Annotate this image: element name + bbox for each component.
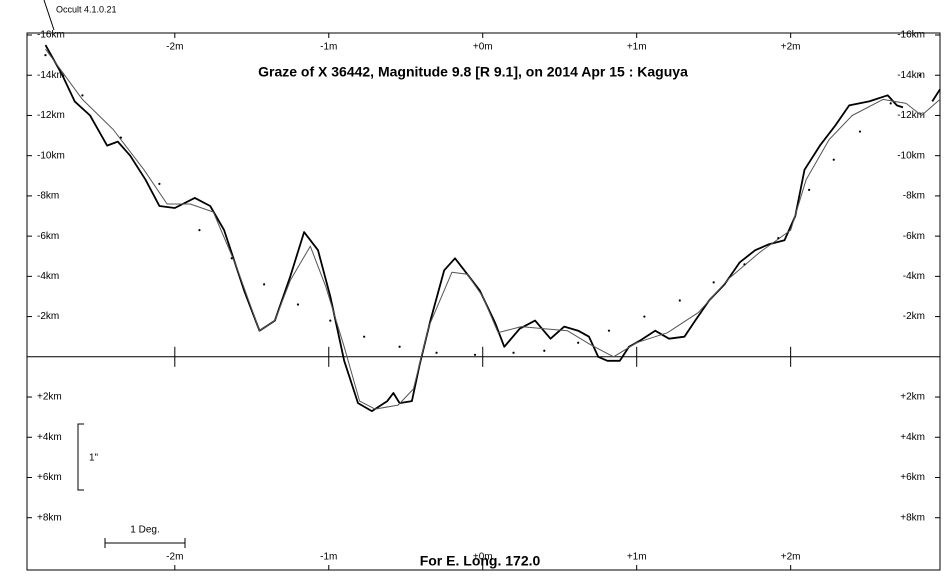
- y-tick-label: -14km: [37, 70, 65, 81]
- x-tick-label: +1m: [627, 42, 647, 53]
- limb-dot: [512, 351, 515, 354]
- y-tick-label: -12km: [37, 110, 65, 121]
- x-tick-label: +2m: [781, 42, 801, 53]
- y-tick-label: -12km: [897, 110, 925, 121]
- chart-title: Graze of X 36442, Magnitude 9.8 [R 9.1],…: [258, 64, 688, 80]
- limb-dot: [198, 229, 201, 232]
- limb-dot: [230, 257, 233, 260]
- y-tick-label: -6km: [903, 231, 925, 242]
- limb-dot: [712, 281, 715, 284]
- x-tick-label: +2m: [781, 552, 801, 563]
- limb-dot: [889, 102, 892, 105]
- version-pointer: [43, 0, 55, 31]
- limb-dot: [363, 335, 366, 338]
- horizontal-scale-label: 1 Deg.: [130, 525, 159, 536]
- y-tick-label: -16km: [897, 30, 925, 41]
- limb-dot: [263, 283, 266, 286]
- y-tick-label: -4km: [903, 271, 925, 282]
- x-tick-label: +1m: [627, 552, 647, 563]
- y-tick-label: +6km: [900, 472, 925, 483]
- version-label: Occult 4.1.0.21: [56, 4, 117, 14]
- vertical-scale-bar: [77, 423, 84, 491]
- limb-dot: [643, 315, 646, 318]
- y-tick-label: -16km: [37, 30, 65, 41]
- limb-dot: [808, 188, 811, 191]
- limb-dot: [435, 351, 438, 354]
- profile-line: [44, 44, 941, 412]
- limb-dot: [398, 345, 401, 348]
- limb-dot: [743, 263, 746, 266]
- y-tick-label: -10km: [37, 150, 65, 161]
- y-tick-label: -2km: [37, 311, 59, 322]
- x-tick-label: -2m: [166, 552, 183, 563]
- y-tick-label: +4km: [900, 432, 925, 443]
- limb-dot: [296, 303, 300, 306]
- x-tick-label: -2m: [166, 42, 183, 53]
- limb-dot: [577, 341, 580, 344]
- limb-dot: [858, 130, 862, 133]
- limb-dot: [119, 136, 123, 139]
- plot-frame: [26, 32, 941, 571]
- y-tick-label: +2km: [900, 392, 925, 403]
- limb-dot: [158, 182, 161, 185]
- x-tick-label: +0m: [473, 552, 493, 563]
- limb-dot: [543, 349, 546, 352]
- y-tick-label: +4km: [37, 432, 62, 443]
- y-tick-label: -8km: [903, 191, 925, 202]
- y-tick-label: -4km: [37, 271, 59, 282]
- profile-line: [45, 48, 941, 410]
- limb-dot: [777, 237, 780, 240]
- limb-dot: [918, 74, 922, 77]
- limb-dot: [329, 319, 332, 322]
- y-tick-label: +8km: [37, 512, 62, 523]
- y-tick-label: +2km: [37, 392, 62, 403]
- limb-dot: [607, 329, 611, 332]
- y-tick-label: -10km: [897, 150, 925, 161]
- limb-dot: [832, 158, 835, 161]
- limb-dot: [81, 94, 84, 97]
- y-tick-label: -14km: [897, 70, 925, 81]
- y-tick-label: +8km: [900, 512, 925, 523]
- y-tick-label: -2km: [903, 311, 925, 322]
- x-tick-label: -1m: [320, 552, 337, 563]
- limb-dot: [473, 353, 477, 356]
- y-tick-label: +6km: [37, 472, 62, 483]
- y-tick-label: -8km: [37, 191, 59, 202]
- limb-dot: [44, 54, 47, 57]
- y-tick-label: -6km: [37, 231, 59, 242]
- vertical-scale-label: 1": [89, 453, 99, 464]
- x-tick-label: -1m: [320, 42, 337, 53]
- footer-label: For E. Long. 172.0: [420, 553, 541, 569]
- x-tick-label: +0m: [473, 42, 493, 53]
- limb-dot: [678, 299, 681, 302]
- horizontal-scale-bar: [104, 538, 186, 548]
